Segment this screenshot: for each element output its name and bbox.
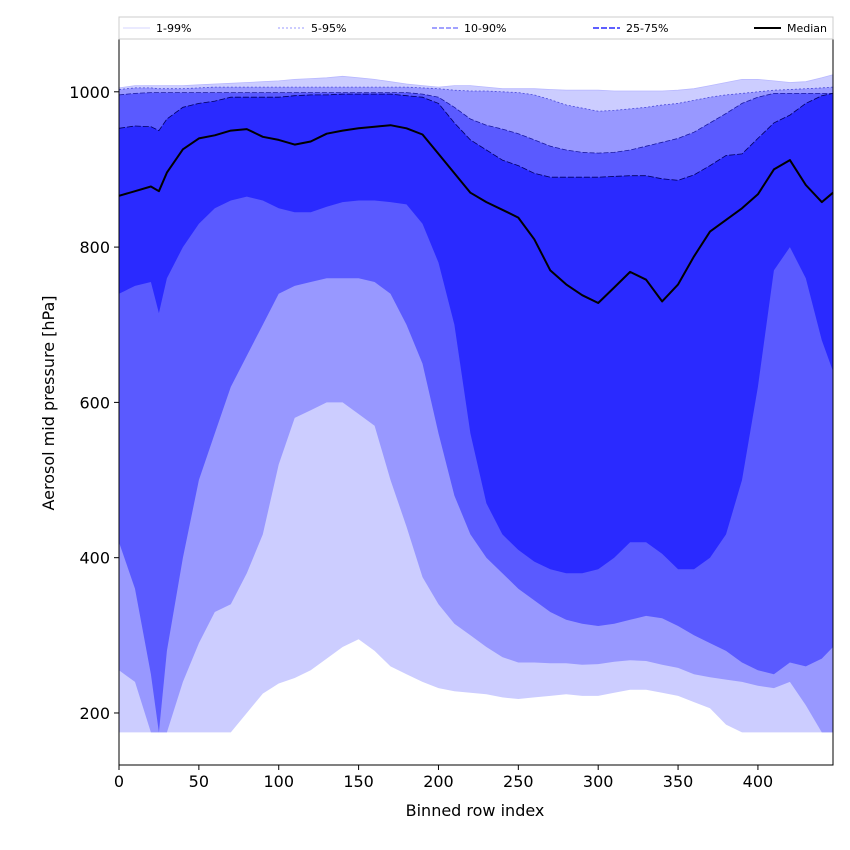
x-tick-label: 200 xyxy=(423,772,454,791)
legend-frame xyxy=(118,16,834,40)
x-tick-label: 50 xyxy=(189,772,209,791)
x-tick-label: 400 xyxy=(743,772,774,791)
band-upper-line-10-90 xyxy=(118,92,833,154)
legend: 1-99% 5-95% 10-90% 25-75% Median xyxy=(118,16,834,40)
legend-label-10-90: 10-90% xyxy=(464,22,506,35)
x-tick-label: 250 xyxy=(503,772,534,791)
plot-area xyxy=(118,74,834,733)
legend-label-1-99: 1-99% xyxy=(156,22,191,35)
x-tick-label: 300 xyxy=(583,772,614,791)
legend-label-25-75: 25-75% xyxy=(626,22,668,35)
y-axis-label: Aerosol mid pressure [hPa] xyxy=(39,295,58,510)
y-tick-label: 600 xyxy=(79,393,110,412)
y-tick-label: 400 xyxy=(79,549,110,568)
legend-label-5-95: 5-95% xyxy=(311,22,346,35)
y-tick-label: 800 xyxy=(79,238,110,257)
y-axis: 200 400 600 800 1000 xyxy=(69,83,119,723)
x-axis: 0 50 100 150 200 250 300 350 400 xyxy=(114,765,773,791)
y-tick-label: 200 xyxy=(79,704,110,723)
median-line xyxy=(118,124,834,304)
y-tick-label: 1000 xyxy=(69,83,110,102)
band-upper-line-5-95 xyxy=(118,86,834,112)
band-upper-line-25-75 xyxy=(118,93,834,181)
band-upper-line-1-99 xyxy=(118,74,834,92)
x-tick-label: 350 xyxy=(663,772,694,791)
band-25-75 xyxy=(119,93,833,574)
x-tick-label: 150 xyxy=(343,772,374,791)
legend-label-median: Median xyxy=(787,22,827,35)
x-tick-label: 100 xyxy=(263,772,294,791)
x-axis-label: Binned row index xyxy=(406,801,545,820)
x-tick-label: 0 xyxy=(114,772,124,791)
